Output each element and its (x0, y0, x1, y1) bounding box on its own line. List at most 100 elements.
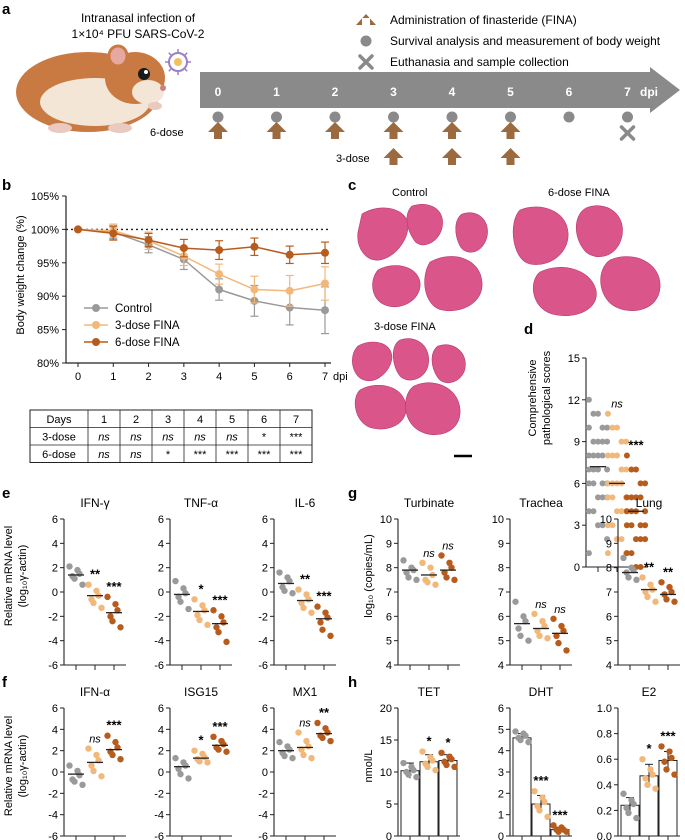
table-cell: ns (98, 432, 110, 444)
chart-title: IFN-α (80, 685, 110, 699)
data-point (628, 522, 635, 529)
data-point (512, 728, 519, 735)
y-tick-label: -4 (258, 636, 268, 648)
data-point (413, 773, 420, 781)
significance-label: *** (628, 438, 644, 453)
data-point (642, 522, 649, 529)
chart-title: Turbinate (404, 496, 455, 510)
data-point (625, 809, 632, 817)
data-point (633, 466, 639, 473)
panel-e-ylabel-2: (log₁₀γ-actin) (17, 545, 29, 608)
data-point (642, 775, 649, 782)
data-point (215, 270, 224, 279)
y-tick-label: 0 (52, 767, 58, 779)
series-line (77, 228, 326, 256)
data-point (663, 596, 670, 603)
table-cell: 3-dose (42, 432, 76, 444)
significance-label: ns (299, 718, 311, 730)
circle-icon (563, 111, 575, 123)
table-cell: ns (98, 449, 110, 461)
y-tick-label: 85% (37, 325, 59, 337)
data-point (609, 424, 616, 431)
circle-icon (360, 35, 372, 47)
x-tick-label: 3 (181, 371, 187, 383)
y-tick-label: 0.8 (597, 729, 612, 741)
data-point (614, 452, 620, 459)
panel-b-ylabel: Body weight change (%) (15, 215, 27, 334)
data-point (451, 763, 458, 771)
series-line (77, 228, 326, 292)
data-point (666, 748, 673, 755)
table-header-cell: 2 (133, 414, 139, 426)
arrow-up-icon (442, 122, 462, 139)
panel-d-letter: d (524, 321, 533, 338)
y-tick-label: 0 (262, 767, 268, 779)
y-tick-label: 2 (52, 563, 58, 575)
panel-f-letter: f (2, 674, 8, 691)
y-tick-label: 6 (606, 611, 612, 623)
table-header-cell: Days (46, 414, 72, 426)
data-point (276, 738, 283, 746)
y-tick-label: 3 (574, 520, 580, 532)
x-tick-label: 0 (75, 371, 81, 383)
table-cell: ns (130, 432, 142, 444)
data-point (424, 579, 431, 586)
bar (512, 737, 532, 837)
data-point (66, 563, 73, 570)
data-point (599, 452, 606, 459)
data-point (172, 754, 179, 762)
y-tick-label: 4 (52, 538, 58, 550)
timeline-day-label: 1 (273, 85, 280, 99)
data-point (623, 438, 630, 445)
data-point (298, 599, 305, 607)
data-point (448, 756, 455, 763)
significance-label: * (646, 741, 652, 756)
arrow-up-icon (356, 14, 376, 25)
chart-title: DHT (529, 685, 554, 699)
bar (438, 759, 458, 837)
data-point (179, 244, 188, 253)
significance-label: * (198, 733, 204, 748)
table-cell: ns (194, 432, 206, 444)
cross-icon (619, 125, 636, 141)
data-point (104, 593, 111, 601)
data-point (663, 766, 670, 773)
data-point (201, 607, 208, 614)
data-point (661, 758, 668, 765)
six-dose-label: 6-dose (150, 127, 184, 139)
data-point (319, 626, 326, 633)
table-header-cell: 1 (101, 414, 107, 426)
circle-icon (446, 111, 458, 123)
y-tick-label: 0 (574, 562, 580, 574)
data-point (74, 225, 82, 234)
data-point (210, 607, 217, 614)
chart-d: 0 3 6 9 12 15 ns *** (568, 353, 649, 574)
data-point (560, 627, 567, 635)
data-point (541, 798, 548, 806)
table-cell: *** (194, 449, 208, 461)
arrow-up-icon (500, 148, 521, 165)
y-tick-label: 20 (380, 703, 392, 715)
table-cell: ns (162, 432, 174, 444)
y-tick-label: 8 (386, 563, 392, 575)
data-point (563, 647, 570, 654)
data-point (90, 767, 97, 775)
data-point (599, 522, 606, 529)
data-point (644, 593, 651, 601)
infection-label-1: Intranasal infection of (81, 11, 196, 25)
y-tick-label: 15 (568, 353, 580, 365)
data-point (98, 773, 105, 780)
y-tick-label: -4 (154, 810, 164, 822)
significance-label: * (198, 581, 204, 596)
arrow-up-icon (266, 122, 287, 139)
panel-g-ylabel: log₁₀ (copies/mL) (363, 534, 375, 617)
data-point (109, 751, 116, 759)
y-tick-label: 9 (574, 437, 580, 449)
data-point (305, 743, 312, 750)
data-point (604, 522, 611, 529)
infection-label-2: 1×10⁴ PFU SARS-CoV-2 (72, 27, 205, 41)
data-point (595, 522, 601, 529)
data-point (305, 596, 312, 603)
y-tick-label: -2 (48, 611, 58, 623)
data-point (585, 550, 592, 557)
